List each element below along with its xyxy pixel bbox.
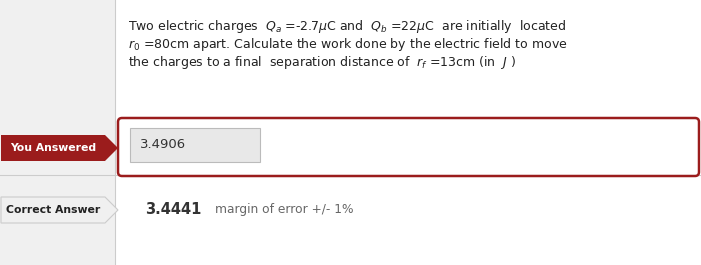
Text: 3.4441: 3.4441 (145, 202, 201, 218)
Polygon shape (1, 135, 118, 161)
Text: the charges to a final  separation distance of  $r_f$ =13cm (in  $J$ ): the charges to a final separation distan… (128, 54, 517, 71)
Text: You Answered: You Answered (10, 143, 96, 153)
Text: $r_0$ =80cm apart. Calculate the work done by the electric field to move: $r_0$ =80cm apart. Calculate the work do… (128, 36, 568, 53)
FancyBboxPatch shape (118, 118, 699, 176)
Text: Correct Answer: Correct Answer (6, 205, 100, 215)
Text: margin of error +/- 1%: margin of error +/- 1% (215, 204, 353, 217)
Text: 3.4906: 3.4906 (140, 139, 186, 152)
Bar (0, 0, 115, 265)
Polygon shape (1, 197, 118, 223)
Bar (130, 128, 260, 162)
Text: Two electric charges  $Q_a$ =-2.7$\mu$C and  $Q_b$ =22$\mu$C  are initially  loc: Two electric charges $Q_a$ =-2.7$\mu$C a… (128, 18, 566, 35)
